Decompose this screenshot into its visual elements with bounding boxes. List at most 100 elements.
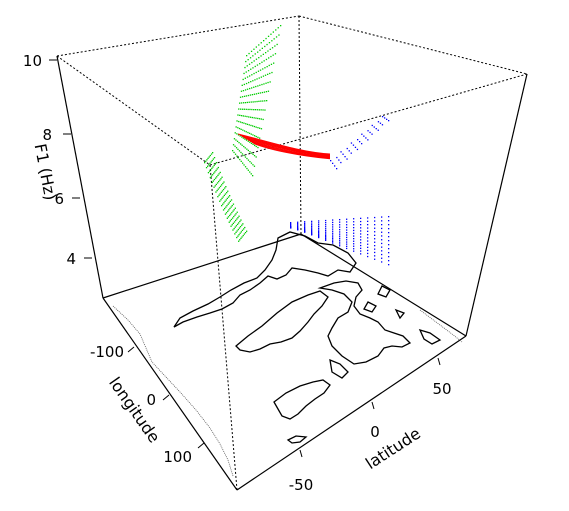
series-green-points bbox=[204, 25, 281, 242]
data-point bbox=[248, 170, 249, 171]
data-point bbox=[251, 62, 252, 63]
z-tick-label: 10 bbox=[23, 52, 42, 70]
data-point bbox=[241, 129, 242, 130]
data-point bbox=[242, 230, 243, 231]
data-point bbox=[388, 120, 389, 121]
data-point bbox=[388, 252, 389, 253]
data-point bbox=[374, 242, 375, 243]
data-point bbox=[339, 236, 340, 237]
data-point bbox=[236, 133, 237, 134]
data-point bbox=[346, 239, 347, 240]
data-point bbox=[232, 205, 233, 206]
data-point bbox=[225, 186, 226, 187]
data-point bbox=[239, 128, 240, 129]
data-point bbox=[280, 25, 281, 26]
data-point bbox=[243, 228, 244, 229]
lon-tick-mark bbox=[163, 395, 169, 400]
data-point bbox=[376, 128, 377, 129]
data-point bbox=[367, 237, 368, 238]
data-point bbox=[215, 185, 216, 186]
data-point bbox=[257, 147, 258, 148]
data-point bbox=[254, 135, 255, 136]
data-point bbox=[257, 109, 258, 110]
data-point bbox=[264, 46, 265, 47]
box-edge bbox=[299, 16, 527, 74]
data-point bbox=[374, 231, 375, 232]
data-point bbox=[242, 96, 243, 97]
data-point bbox=[276, 36, 277, 37]
data-point bbox=[245, 78, 246, 79]
data-point bbox=[246, 158, 247, 159]
data-point bbox=[252, 134, 253, 135]
data-point bbox=[230, 226, 231, 227]
data-point bbox=[256, 78, 257, 79]
data-point bbox=[264, 67, 265, 68]
data-point bbox=[360, 253, 361, 254]
data-point bbox=[248, 116, 249, 117]
data-point bbox=[246, 71, 247, 72]
data-point bbox=[353, 233, 354, 234]
data-point bbox=[239, 115, 240, 116]
data-point bbox=[346, 246, 347, 247]
data-point bbox=[207, 158, 208, 159]
data-point bbox=[256, 59, 257, 60]
data-point bbox=[208, 164, 209, 165]
data-point bbox=[239, 103, 240, 104]
data-point bbox=[252, 125, 253, 126]
data-point bbox=[270, 49, 271, 50]
data-point bbox=[225, 193, 226, 194]
data-point bbox=[260, 101, 261, 102]
data-point bbox=[227, 198, 228, 199]
data-point bbox=[244, 227, 245, 228]
data-point bbox=[278, 27, 279, 28]
data-point bbox=[232, 211, 233, 212]
data-point bbox=[251, 101, 252, 102]
data-point bbox=[318, 229, 319, 230]
data-point bbox=[346, 241, 347, 242]
data-point bbox=[220, 199, 221, 200]
data-point bbox=[257, 118, 258, 119]
data-point bbox=[229, 202, 230, 203]
data-point bbox=[330, 160, 331, 161]
data-point bbox=[254, 60, 255, 61]
data-point bbox=[250, 94, 251, 95]
lat-tick-label: 0 bbox=[370, 423, 380, 441]
data-point bbox=[211, 168, 212, 169]
data-point bbox=[224, 187, 225, 188]
data-point bbox=[219, 201, 220, 202]
data-point bbox=[346, 227, 347, 228]
data-point bbox=[223, 181, 224, 182]
data-point bbox=[363, 136, 364, 137]
data-point bbox=[245, 89, 246, 90]
data-point bbox=[222, 183, 223, 184]
data-point bbox=[215, 191, 216, 192]
data-point bbox=[236, 155, 237, 156]
data-point bbox=[332, 234, 333, 235]
data-point bbox=[247, 124, 248, 125]
data-point bbox=[243, 73, 244, 74]
data-point bbox=[353, 246, 354, 247]
box-edge bbox=[299, 16, 301, 234]
data-point bbox=[246, 168, 247, 169]
data-point bbox=[207, 166, 208, 167]
data-point bbox=[206, 159, 207, 160]
data-point bbox=[270, 56, 271, 57]
data-point bbox=[264, 92, 265, 93]
data-point bbox=[253, 109, 254, 110]
lon-tick-label: 100 bbox=[163, 448, 192, 466]
data-point bbox=[246, 109, 247, 110]
data-point bbox=[346, 229, 347, 230]
data-point bbox=[236, 147, 237, 148]
data-point bbox=[261, 109, 262, 110]
data-point bbox=[332, 229, 333, 230]
z-tick-label: 4 bbox=[66, 250, 76, 268]
data-point bbox=[353, 145, 354, 146]
data-point bbox=[268, 36, 269, 37]
longitude-axis-title: longitude bbox=[105, 374, 164, 447]
data-point bbox=[251, 74, 252, 75]
data-point bbox=[249, 109, 250, 110]
data-point bbox=[234, 221, 235, 222]
data-point bbox=[360, 221, 361, 222]
data-point bbox=[239, 239, 240, 240]
